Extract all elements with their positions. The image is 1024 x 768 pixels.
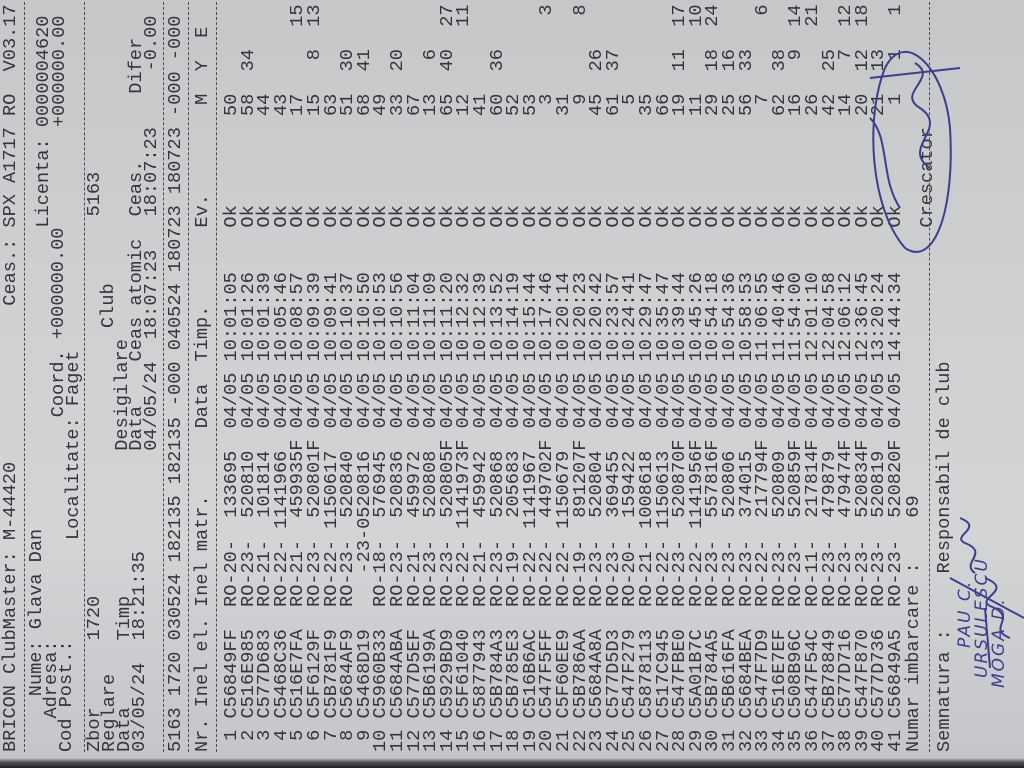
col-header-m: M bbox=[192, 93, 213, 105]
cell-time: 14:44:34 bbox=[885, 272, 906, 362]
divider bbox=[216, 2, 217, 752]
reglare-timp: 18:21:35 bbox=[129, 551, 150, 641]
cell-y: 40 bbox=[436, 49, 458, 72]
zbor-value: 1720 bbox=[84, 595, 105, 641]
cell-y: 11 bbox=[669, 49, 691, 72]
cell-inel-el: C56849A5 bbox=[885, 629, 906, 719]
divider bbox=[188, 2, 189, 752]
divider bbox=[24, 2, 25, 752]
cell-y: 8 bbox=[304, 49, 325, 61]
col-header-timp: Timp. bbox=[192, 305, 213, 362]
clock-info: Ceas.: SPX A1717 RO V03.17 bbox=[0, 4, 21, 306]
receipt-title: BRICON ClubMaster: M-44420 bbox=[0, 461, 21, 752]
coord-value-1: +000000.00 bbox=[48, 227, 69, 340]
cell-f: F bbox=[752, 439, 774, 451]
divider bbox=[163, 2, 164, 752]
col-header-nr: Nr. bbox=[192, 718, 213, 752]
cell-club: RO-23- bbox=[885, 540, 906, 607]
cell-f: F bbox=[536, 439, 558, 451]
col-header-e: E bbox=[192, 26, 213, 38]
cell-y: 36 bbox=[486, 49, 508, 72]
numar-imbarcare-value: 69 bbox=[903, 495, 924, 518]
localitate-label: Localitate: bbox=[63, 417, 84, 540]
cell-e: 13 bbox=[304, 4, 325, 27]
handwritten-name: URSULESCU bbox=[972, 557, 992, 678]
background-edge bbox=[0, 758, 1024, 768]
desig-data: 04/05/24 bbox=[141, 361, 162, 451]
ceas-atomic-value: 18:07:23 bbox=[141, 249, 162, 340]
cell-date: 04/05 bbox=[885, 372, 906, 429]
cell-e: 3 bbox=[536, 4, 558, 16]
cell-y: 37 bbox=[602, 49, 624, 72]
cell-f: F bbox=[802, 439, 823, 451]
club-label: Club bbox=[98, 283, 119, 328]
reglare-data: 03/05/24 bbox=[129, 662, 150, 752]
cell-ev: Ok bbox=[885, 205, 906, 228]
cell-nr: 41 bbox=[885, 729, 906, 752]
responsabil-label: Responsabil de club bbox=[934, 361, 955, 574]
crescator-label: Crescator bbox=[917, 127, 938, 228]
cell-e: 24 bbox=[702, 4, 724, 27]
semnatura-label: Semnatura : bbox=[934, 629, 955, 752]
cell-f: F bbox=[702, 439, 724, 451]
cell-y: 34 bbox=[237, 49, 259, 72]
cell-f: F bbox=[569, 439, 591, 451]
cell-e: 11 bbox=[453, 4, 475, 27]
cell-y: 33 bbox=[735, 49, 757, 72]
cod-post-label: Cod Post.: bbox=[56, 640, 77, 752]
cell-f: F bbox=[304, 439, 325, 451]
cell-e: 6 bbox=[752, 4, 774, 16]
club-value: 5163 bbox=[84, 171, 105, 217]
cell-e: 1 bbox=[885, 4, 906, 16]
col-header-inel-matr: Inel matr. bbox=[192, 495, 213, 607]
cell-y: 20 bbox=[387, 49, 408, 72]
localitate-value: Faget bbox=[63, 350, 84, 407]
cell-matr: 520820 bbox=[885, 450, 906, 518]
handwritten-name: MOGA D. bbox=[989, 597, 1009, 688]
divider bbox=[929, 2, 930, 752]
col-header-inel-el: Inel el. bbox=[192, 618, 213, 708]
numar-imbarcare-label: Numar imbarcare : bbox=[903, 562, 924, 752]
cell-f: F bbox=[453, 439, 475, 451]
ceas-value: 18:07:23 bbox=[141, 127, 162, 217]
cell-y: 41 bbox=[353, 49, 375, 72]
coord-value-2: +000000.00 bbox=[49, 15, 70, 128]
cell-e: 21 bbox=[802, 4, 823, 27]
difer-value: -0.00 bbox=[141, 15, 162, 72]
col-header-y: Y bbox=[192, 60, 213, 72]
col-header-ev: Ev. bbox=[192, 194, 213, 228]
summary-line: 5163 1720 030524 182135 182135 -000 0405… bbox=[165, 15, 186, 752]
nume-value: Glava Dan bbox=[26, 528, 47, 630]
col-header-data: Data bbox=[192, 383, 213, 429]
cell-f: F bbox=[851, 439, 873, 451]
cell-e: 8 bbox=[569, 4, 591, 16]
handwritten-name: PAU C. bbox=[955, 579, 975, 648]
cell-y: 9 bbox=[785, 49, 807, 61]
licenta-label: Licenta: bbox=[33, 138, 54, 228]
cell-f: F bbox=[885, 439, 906, 451]
cell-y: 1 bbox=[885, 49, 906, 61]
cell-m: 1 bbox=[885, 93, 906, 105]
cell-e: 18 bbox=[851, 4, 873, 27]
